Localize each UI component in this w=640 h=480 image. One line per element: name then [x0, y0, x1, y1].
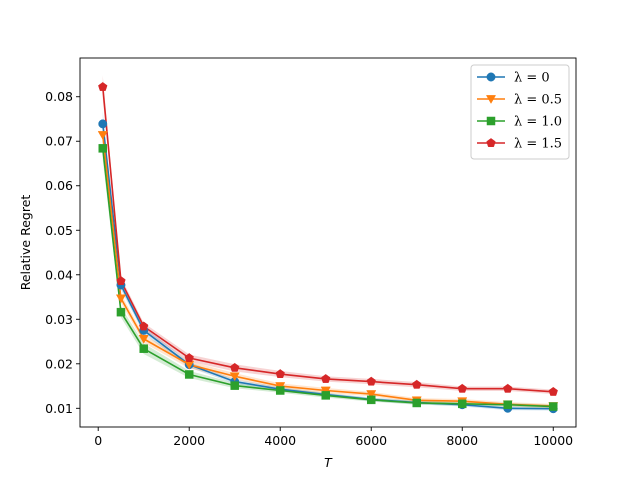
data-point-series-2-7 — [366, 395, 376, 405]
y-tick-label-3: 0.04 — [45, 267, 73, 282]
data-point-series-3-10 — [503, 383, 513, 393]
y-tick-label-6: 0.07 — [45, 134, 73, 149]
data-point-series-2-0 — [98, 144, 108, 153]
legend-label-0: λ = 0 — [514, 71, 550, 86]
legend-marker-0 — [486, 72, 496, 82]
series-line-2 — [101, 148, 554, 408]
data-point-series-3-4 — [230, 362, 240, 372]
data-point-series-3-1 — [116, 276, 126, 285]
data-point-series-2-4 — [230, 381, 239, 390]
y-tick-label-7: 0.08 — [45, 89, 73, 104]
data-point-series-3-11 — [548, 386, 558, 396]
y-tick-label-5: 0.06 — [45, 178, 73, 193]
y-axis-ticks: 0.01 0.02 0.03 0.04 0.05 0.06 0.07 0.08 — [45, 89, 80, 416]
y-tick-label-1: 0.02 — [45, 356, 73, 371]
y-axis-label: Relative Regret — [18, 195, 33, 291]
data-point-series-3-9 — [457, 383, 467, 393]
data-point-series-2-6 — [321, 391, 330, 400]
x-tick-label-3: 6000 — [355, 433, 387, 448]
x-tick-label-2: 4000 — [264, 433, 296, 448]
data-point-series-3-7 — [366, 376, 376, 386]
data-point-series-2-3 — [184, 370, 194, 379]
data-point-series-2-11 — [548, 402, 558, 411]
data-point-series-3-6 — [321, 374, 331, 383]
data-point-series-1-6 — [320, 386, 331, 396]
legend-label-3: λ = 1.5 — [514, 137, 562, 152]
x-axis-label: T — [324, 455, 333, 470]
data-point-series-3-3 — [184, 353, 194, 362]
plot-area-frame — [79, 57, 577, 428]
data-point-series-0-0 — [98, 119, 108, 129]
data-point-series-3-5 — [275, 369, 285, 378]
data-point-series-1-2 — [138, 335, 149, 344]
legend-marker-1 — [485, 95, 497, 104]
legend-label-1: λ = 0.5 — [514, 93, 562, 108]
data-point-series-2-9 — [457, 399, 467, 409]
y-tick-label-2: 0.03 — [45, 312, 73, 327]
x-tick-label-4: 8000 — [446, 433, 478, 448]
data-point-series-2-2 — [139, 344, 148, 353]
data-point-series-2-5 — [275, 386, 285, 395]
data-point-series-3-0 — [98, 82, 108, 91]
legend-box — [470, 64, 570, 160]
x-axis-ticks: 0 2000 4000 6000 8000 10000 — [94, 427, 573, 448]
data-point-series-3-8 — [412, 379, 422, 389]
x-tick-label-5: 10000 — [533, 433, 573, 448]
y-tick-label-0: 0.01 — [45, 401, 73, 416]
data-point-series-2-1 — [116, 307, 126, 317]
data-point-series-3-2 — [139, 321, 149, 331]
data-point-series-2-10 — [503, 400, 512, 409]
series-line-3 — [101, 86, 554, 393]
x-tick-label-1: 2000 — [173, 433, 205, 448]
data-point-series-1-7 — [366, 390, 377, 399]
data-point-series-1-0 — [97, 131, 108, 140]
series-markers — [97, 82, 559, 414]
legend-marker-2 — [486, 116, 496, 126]
legend: λ = 0 λ = 0.5 λ = 1.0 λ = 1.5 — [470, 64, 570, 160]
x-tick-label-0: 0 — [94, 433, 102, 448]
y-tick-label-4: 0.05 — [45, 223, 73, 238]
data-point-series-1-1 — [115, 294, 126, 304]
data-point-series-2-8 — [412, 398, 421, 408]
legend-label-2: λ = 1.0 — [514, 115, 562, 130]
series-line-0 — [101, 123, 554, 410]
legend-marker-3 — [486, 138, 496, 147]
data-point-series-1-4 — [229, 372, 240, 382]
